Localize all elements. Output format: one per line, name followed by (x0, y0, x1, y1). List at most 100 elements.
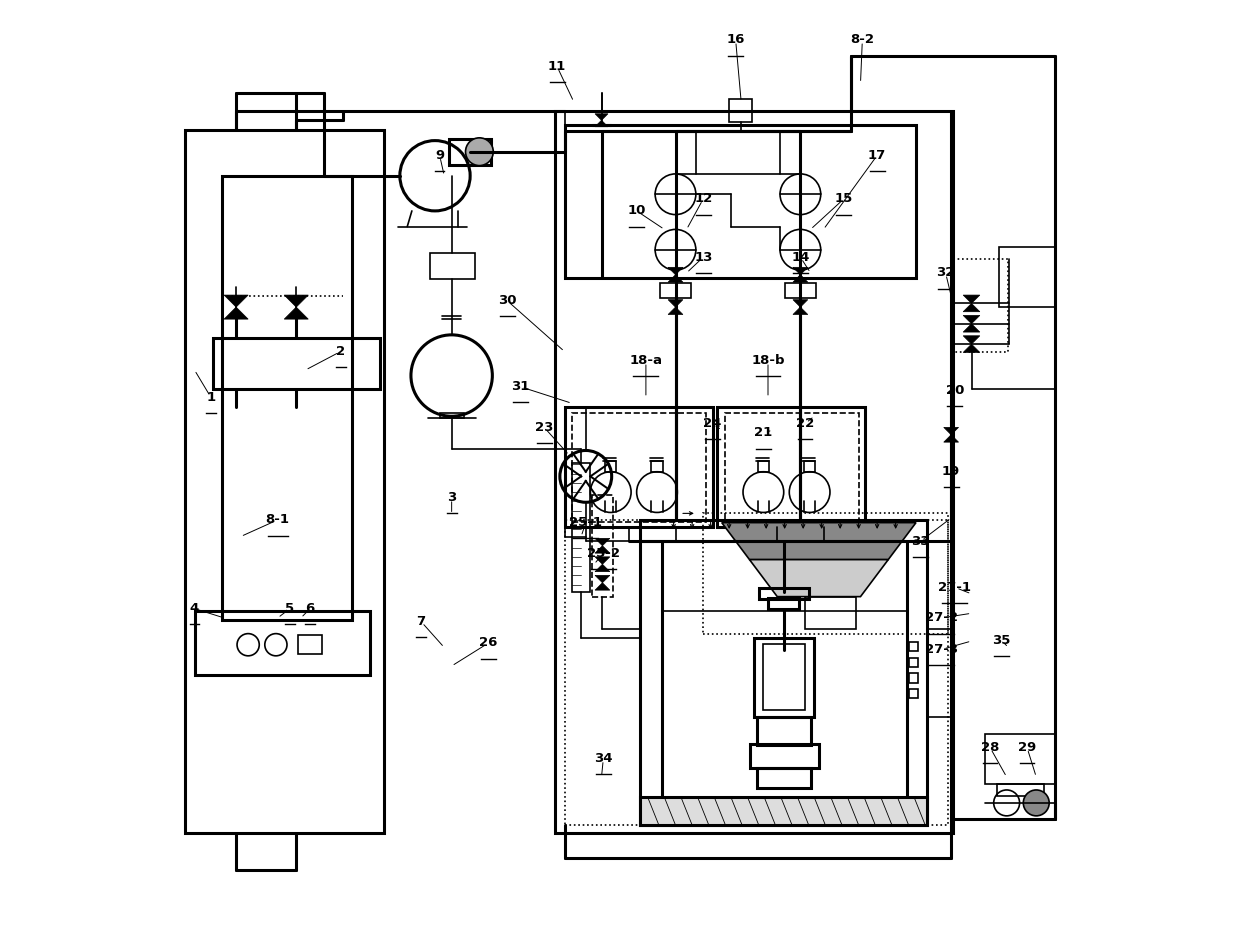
Text: 27-3: 27-3 (925, 643, 959, 656)
Bar (185, 130, 384, 832)
Polygon shape (963, 295, 980, 303)
Polygon shape (963, 315, 980, 324)
Bar (572, 413, 706, 522)
Text: 2: 2 (336, 345, 345, 358)
Bar (605, 461, 616, 472)
Bar (758, 461, 769, 472)
Bar (997, 784, 1044, 796)
Text: 33: 33 (911, 535, 930, 548)
Bar (759, 588, 808, 599)
Bar (213, 338, 379, 388)
Bar (754, 638, 815, 717)
Text: 27-1: 27-1 (939, 581, 971, 594)
Bar (564, 125, 916, 278)
Text: 18-a: 18-a (630, 354, 662, 367)
Text: 6: 6 (305, 602, 315, 615)
Text: 11: 11 (548, 60, 567, 73)
Polygon shape (595, 120, 608, 127)
Bar (640, 797, 928, 825)
Text: 19: 19 (942, 465, 960, 478)
Polygon shape (668, 300, 683, 307)
Bar (572, 462, 590, 592)
Bar (564, 520, 949, 825)
Text: 32: 32 (936, 266, 955, 279)
Bar (640, 520, 928, 825)
Polygon shape (749, 560, 888, 597)
Text: 9: 9 (435, 149, 444, 162)
Text: 27-2: 27-2 (925, 611, 959, 624)
Bar (805, 597, 856, 629)
Polygon shape (944, 427, 959, 435)
Polygon shape (284, 295, 309, 307)
Bar (951, 259, 1008, 352)
Text: 12: 12 (694, 192, 712, 205)
Text: 15: 15 (835, 192, 853, 205)
Bar (909, 642, 918, 651)
Polygon shape (668, 275, 683, 282)
Text: 3: 3 (448, 491, 456, 504)
Text: 13: 13 (694, 251, 713, 264)
Bar (449, 139, 491, 165)
Polygon shape (792, 307, 807, 315)
Polygon shape (792, 300, 807, 307)
Text: 24: 24 (703, 417, 722, 430)
Bar (717, 407, 866, 527)
Text: 18-b: 18-b (751, 354, 785, 367)
Polygon shape (224, 295, 248, 307)
Bar (195, 610, 371, 675)
Polygon shape (668, 267, 683, 275)
Polygon shape (792, 267, 807, 275)
Text: 22: 22 (796, 417, 815, 430)
Polygon shape (595, 583, 610, 590)
Bar (909, 689, 918, 698)
Text: 25-2: 25-2 (587, 547, 620, 560)
Polygon shape (963, 344, 980, 352)
Text: 35: 35 (992, 634, 1011, 647)
Bar (729, 99, 753, 122)
Polygon shape (284, 307, 309, 319)
Polygon shape (595, 546, 610, 553)
Text: 16: 16 (727, 33, 745, 46)
Bar (440, 413, 464, 418)
Text: 4: 4 (190, 602, 200, 615)
Circle shape (465, 138, 494, 166)
Bar (651, 461, 662, 472)
Bar (430, 253, 475, 279)
Bar (564, 407, 713, 527)
Bar (749, 744, 818, 768)
Bar (909, 658, 918, 667)
Text: 29: 29 (1018, 741, 1037, 754)
Polygon shape (963, 303, 980, 312)
Text: 8-1: 8-1 (265, 513, 290, 526)
Bar (756, 768, 811, 788)
Text: 1: 1 (207, 391, 216, 404)
Polygon shape (668, 307, 683, 315)
Text: 10: 10 (627, 204, 646, 217)
Bar (785, 283, 816, 298)
Bar (556, 111, 954, 832)
Bar (804, 461, 815, 472)
Bar (764, 644, 805, 710)
Bar (999, 247, 1055, 307)
Text: 20: 20 (946, 384, 963, 397)
Polygon shape (595, 538, 610, 546)
Polygon shape (944, 435, 959, 442)
Polygon shape (792, 275, 807, 282)
Bar (222, 176, 352, 620)
Text: 8-2: 8-2 (851, 33, 874, 46)
Text: 17: 17 (868, 149, 887, 162)
Polygon shape (595, 557, 610, 564)
Bar (756, 717, 811, 745)
Bar (660, 283, 691, 298)
Text: 7: 7 (417, 615, 425, 628)
Text: 21: 21 (754, 426, 773, 439)
Polygon shape (963, 324, 980, 332)
Text: 23: 23 (534, 421, 553, 434)
Bar (768, 598, 800, 609)
Polygon shape (595, 575, 610, 583)
Circle shape (1023, 790, 1049, 816)
Text: 34: 34 (594, 752, 613, 765)
Text: 25-1: 25-1 (569, 516, 603, 529)
Bar (298, 635, 322, 654)
Text: 5: 5 (285, 602, 294, 615)
